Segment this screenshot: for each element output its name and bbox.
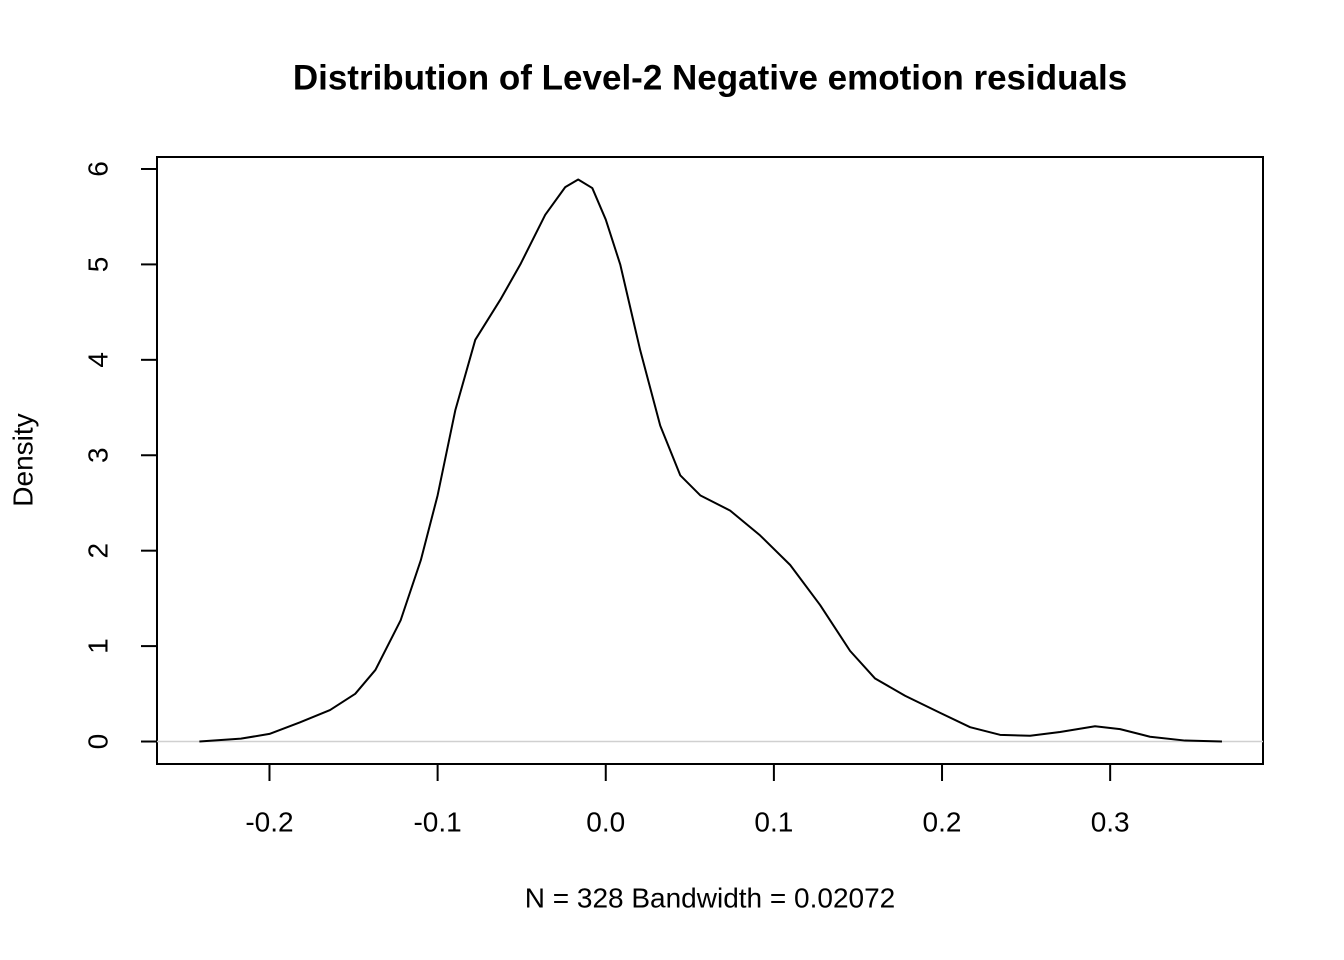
x-axis-label: N = 328 Bandwidth = 0.02072	[525, 882, 896, 913]
y-axis-label: Density	[7, 413, 38, 506]
x-tick-label: -0.2	[245, 806, 293, 837]
y-tick-label: 1	[82, 638, 113, 654]
y-tick-label: 3	[82, 447, 113, 463]
y-tick-label: 4	[82, 352, 113, 368]
plot-box	[156, 156, 1264, 765]
x-tick-label: 0.2	[923, 806, 962, 837]
x-tick-label: 0.3	[1091, 806, 1130, 837]
density-curve	[199, 178, 1222, 743]
y-tick-label: 5	[82, 257, 113, 273]
x-tick-label: 0.1	[754, 806, 793, 837]
chart-title: Distribution of Level-2 Negative emotion…	[293, 58, 1127, 97]
y-tick-label: 2	[82, 543, 113, 559]
x-tick-label: 0.0	[586, 806, 625, 837]
x-tick-label: -0.1	[413, 806, 461, 837]
y-tick-label: 0	[82, 734, 113, 750]
y-tick-label: 6	[82, 161, 113, 177]
